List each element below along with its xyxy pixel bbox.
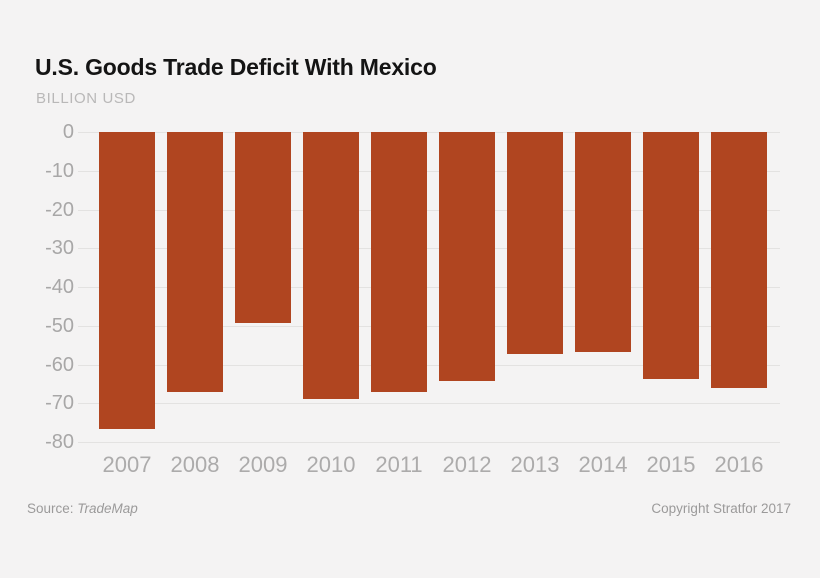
bar-2010 <box>303 132 359 399</box>
bar-2008 <box>167 132 223 392</box>
x-tick-label-2015: 2015 <box>646 452 696 477</box>
x-tick-label-2011: 2011 <box>375 452 423 477</box>
source-label: Source: <box>27 501 78 516</box>
chart-subtitle: BILLION USD <box>36 90 136 107</box>
gridline--60 <box>78 364 780 366</box>
x-tick-label-2016: 2016 <box>714 452 764 477</box>
y-axis: 0 -10 -20 -30 -40 -50 -60 -70 -80 <box>0 121 74 453</box>
gridline--30 <box>78 248 780 250</box>
bar-2007 <box>99 132 155 430</box>
y-tick-label--10: -10 <box>45 159 74 182</box>
plot-area <box>78 132 780 443</box>
bar-2009 <box>235 132 291 324</box>
x-tick-label-2012: 2012 <box>442 452 492 477</box>
chart-title: U.S. Goods Trade Deficit With Mexico <box>35 54 437 80</box>
bar-2016 <box>711 132 767 389</box>
y-tick-label--60: -60 <box>45 353 74 376</box>
y-tick-label--80: -80 <box>45 431 74 453</box>
bar-2011 <box>371 132 427 392</box>
x-tick-label-2013: 2013 <box>510 452 560 477</box>
gridline--50 <box>78 325 780 327</box>
source-note: Source: TradeMap <box>27 501 138 516</box>
copyright-note: Copyright Stratfor 2017 <box>651 501 791 516</box>
y-tick-label--20: -20 <box>45 198 74 221</box>
x-axis: 2007 2008 2009 2010 2011 2012 2013 2014 2015 2016 <box>78 452 780 480</box>
bar-2013 <box>507 132 563 355</box>
gridline--70 <box>78 403 780 405</box>
source-name: TradeMap <box>77 501 138 516</box>
bar-2014 <box>575 132 631 353</box>
y-tick-label--30: -30 <box>45 237 74 260</box>
x-tick-label-2008: 2008 <box>170 452 220 477</box>
gridline--80 <box>78 442 780 443</box>
bar-2015 <box>643 132 699 380</box>
y-tick-label--70: -70 <box>45 392 74 415</box>
gridline-0 <box>78 132 780 133</box>
x-tick-label-2007: 2007 <box>102 452 152 477</box>
y-tick-label--50: -50 <box>45 314 74 337</box>
gridline--10 <box>78 170 780 172</box>
y-tick-label-0: 0 <box>62 121 74 143</box>
x-tick-label-2009: 2009 <box>238 452 288 477</box>
y-tick-label--40: -40 <box>45 276 74 298</box>
bar-2012 <box>439 132 495 381</box>
gridline--40 <box>78 287 780 288</box>
x-tick-label-2014: 2014 <box>578 452 628 477</box>
x-tick-label-2010: 2010 <box>306 452 356 477</box>
gridline--20 <box>78 209 780 211</box>
